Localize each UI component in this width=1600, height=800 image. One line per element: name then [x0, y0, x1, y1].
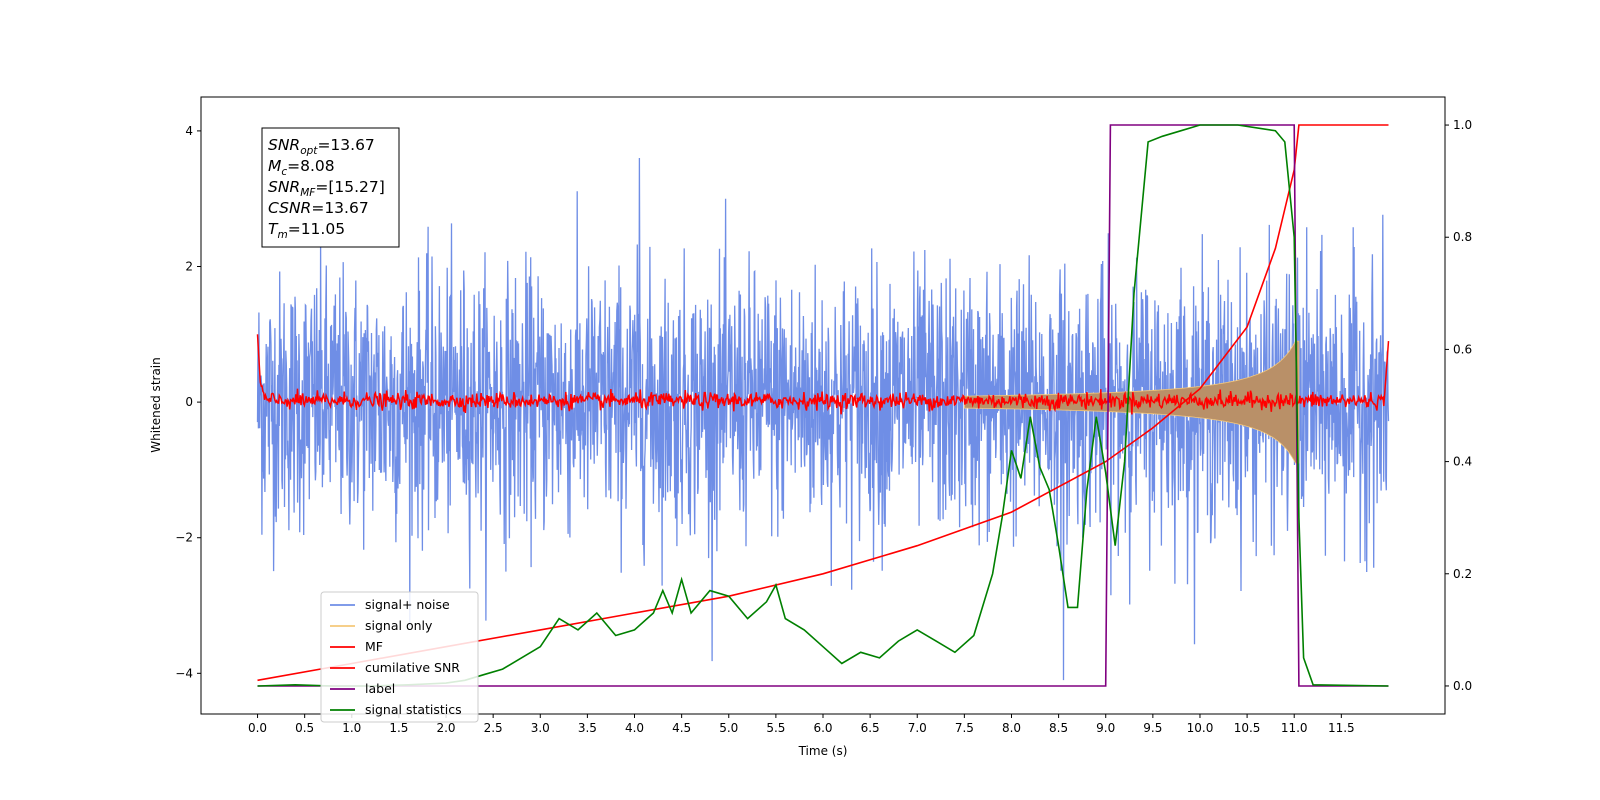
x-tick-label: 7.0 — [908, 721, 927, 735]
annotation-line: Tm=11.05 — [268, 220, 345, 241]
y-tick-label: 4 — [185, 124, 193, 138]
annotation-line: CSNR=13.67 — [268, 199, 369, 217]
annotation-box: SNRopt=13.67Mc=8.08SNRMF=[15.27]CSNR=13.… — [261, 127, 400, 248]
y2-tick-label: 0.2 — [1453, 567, 1472, 581]
x-tick-label: 7.5 — [955, 721, 974, 735]
x-axis: 0.0 0.5 1.0 1.5 2.0 2.5 3.0 3.5 4.0 4.5 5.0 5.5 6.0 6… — [248, 714, 1355, 735]
y-tick-label: −2 — [175, 531, 193, 545]
x-tick-label: 3.5 — [578, 721, 597, 735]
x-tick-label: 1.0 — [342, 721, 361, 735]
y-axis-right: 1.0 0.8 0.6 0.4 0.2 0.0 — [1445, 118, 1472, 693]
annotation-frame — [261, 127, 400, 248]
x-tick-label: 0.5 — [295, 721, 314, 735]
x-tick-label: 4.5 — [672, 721, 691, 735]
x-tick-label: 5.0 — [719, 721, 738, 735]
x-tick-label: 11.0 — [1281, 721, 1308, 735]
x-tick-label: 5.5 — [766, 721, 785, 735]
y-axis-label: Whitened strain — [149, 357, 163, 453]
legend-label: signal only — [365, 618, 433, 633]
y2-tick-label: 0.8 — [1453, 230, 1472, 244]
mf-layer — [256, 334, 1390, 415]
x-tick-label: 8.0 — [1002, 721, 1021, 735]
x-tick-label: 10.0 — [1187, 721, 1214, 735]
legend-label: label — [365, 681, 395, 696]
annotation-line: SNRMF=[15.27] — [268, 178, 385, 199]
y-tick-label: 0 — [185, 395, 193, 409]
y2-tick-label: 1.0 — [1453, 118, 1472, 132]
y-tick-label: 2 — [185, 260, 193, 274]
x-tick-label: 2.5 — [484, 721, 503, 735]
right-axis-series-layer — [257, 124, 1389, 687]
series-signal-plus-noise — [256, 157, 1390, 681]
x-tick-label: 9.5 — [1143, 721, 1162, 735]
annotation-line: Mc=8.08 — [268, 157, 335, 178]
x-tick-label: 3.0 — [531, 721, 550, 735]
x-tick-label: 4.0 — [625, 721, 644, 735]
x-axis-label: Time (s) — [798, 744, 848, 758]
signal-plus-noise-layer — [256, 157, 1390, 681]
legend-frame — [320, 591, 479, 723]
x-tick-label: 11.5 — [1328, 721, 1355, 735]
x-tick-label: 1.5 — [389, 721, 408, 735]
x-tick-label: 9.0 — [1096, 721, 1115, 735]
legend-label: cumilative SNR — [365, 660, 460, 675]
y-axis-left: 4 2 0 −2 −4 — [175, 124, 201, 680]
x-tick-label: 6.5 — [861, 721, 880, 735]
x-tick-label: 10.5 — [1234, 721, 1261, 735]
legend: signal+ noise signal only MF cumilative SNR… — [320, 591, 479, 723]
series-signal-statistics — [257, 124, 1389, 687]
series-cumilative-snr — [257, 124, 1389, 682]
x-tick-label: 8.5 — [1049, 721, 1068, 735]
y-tick-label: −4 — [175, 666, 193, 680]
x-tick-label: 2.0 — [436, 721, 455, 735]
x-tick-label: 6.0 — [813, 721, 832, 735]
legend-label: signal statistics — [365, 702, 462, 717]
y2-tick-label: 0.6 — [1453, 342, 1472, 356]
y2-tick-label: 0.4 — [1453, 455, 1472, 469]
legend-label: MF — [365, 639, 383, 654]
series-mf — [256, 334, 1390, 415]
x-tick-label: 0.0 — [248, 721, 267, 735]
annotation-line: SNRopt=13.67 — [268, 136, 375, 157]
legend-label: signal+ noise — [365, 597, 450, 612]
y2-tick-label: 0.0 — [1453, 679, 1472, 693]
